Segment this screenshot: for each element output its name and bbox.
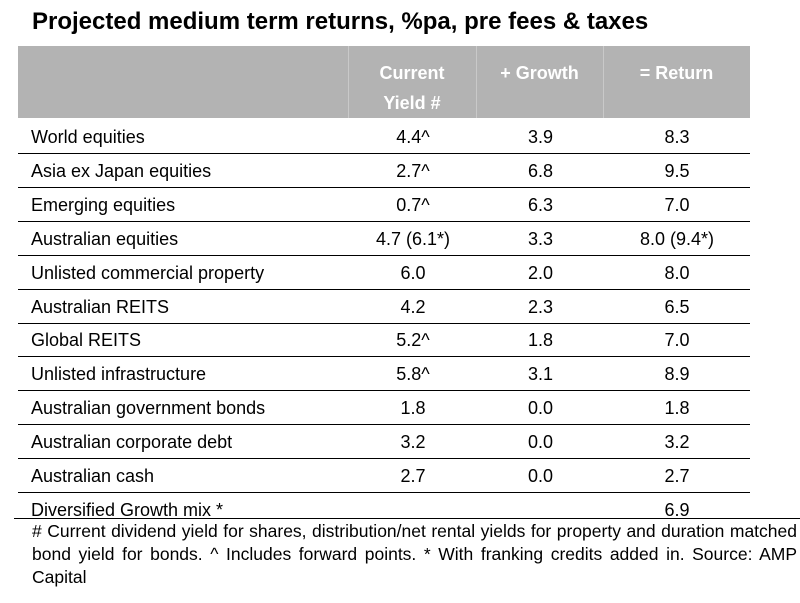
row-name-cell: Australian equities — [31, 228, 179, 249]
row-name-cell: Unlisted infrastructure — [31, 364, 207, 385]
table-header — [18, 46, 750, 118]
row-return-cell: 2.7 — [664, 466, 690, 486]
table-row: Australian government bonds 1.8 0.0 1.8 — [18, 390, 750, 426]
row-name-cell: Australian REITS — [31, 296, 170, 317]
row-name-cell: Australian cash — [31, 466, 155, 486]
footnote-rule — [14, 518, 800, 519]
table-row: Unlisted commercial property 6.0 2.0 8.0 — [18, 255, 750, 290]
table-row: Diversified Growth mix * 6.9 — [18, 492, 750, 526]
header-divider — [348, 46, 349, 118]
header-return: = Return — [639, 63, 714, 83]
table-row: World equities 4.4^ 3.9 8.3 — [18, 119, 750, 154]
row-yield-cell: 5.2^ — [396, 330, 430, 351]
table-row: Australian cash 2.7 0.0 2.7 — [18, 458, 750, 493]
table-row: Australian REITS 4.2 2.3 6.5 — [18, 289, 750, 324]
row-yield-cell: 5.8^ — [396, 364, 430, 385]
header-divider — [603, 46, 604, 118]
row-growth-cell: 1.8 — [527, 330, 554, 351]
row-name-cell: Global REITS — [31, 330, 142, 351]
row-return-cell: 7.0 — [664, 194, 690, 215]
row-return-cell: 7.0 — [664, 330, 690, 351]
row-growth-cell: 6.8 — [527, 160, 554, 181]
table-row: Global REITS 5.2^ 1.8 7.0 — [18, 322, 750, 358]
row-growth-cell: 0.0 — [527, 432, 554, 453]
row-name-cell: Australian government bonds — [31, 398, 266, 419]
header-current-yield-line1: Current — [379, 63, 445, 83]
row-return-cell: 8.9 — [664, 364, 690, 385]
table-row: Asia ex Japan equities 2.7^ 6.8 9.5 — [18, 153, 750, 188]
row-growth-cell: 2.0 — [527, 262, 554, 283]
row-name-cell: Emerging equities — [31, 194, 176, 215]
table-row: Emerging equities 0.7^ 6.3 7.0 — [18, 187, 750, 222]
row-return-cell: 8.0 — [664, 262, 690, 283]
row-growth-cell: 3.3 — [527, 228, 554, 249]
row-yield-cell: 4.2 — [400, 296, 426, 317]
header-divider — [476, 46, 477, 118]
row-name-cell: Asia ex Japan equities — [31, 160, 212, 181]
table-row: Australian equities 4.7 (6.1*) 3.3 8.0 (9.4… — [18, 221, 750, 256]
table-row: Unlisted infrastructure 5.8^ 3.1 8.9 — [18, 356, 750, 392]
row-growth-cell: 6.3 — [527, 194, 554, 215]
row-growth-cell: 3.1 — [527, 364, 554, 385]
footnote: # Current dividend yield for shares, dis… — [32, 521, 797, 587]
header-current-yield: Current Yield # — [348, 58, 476, 118]
row-growth-cell: 0.0 — [527, 466, 554, 486]
row-return-cell: 9.5 — [664, 160, 690, 181]
row-return-cell: 6.5 — [664, 296, 690, 317]
row-yield-cell: 2.7 — [400, 466, 426, 486]
row-name-cell: Australian corporate debt — [31, 432, 233, 453]
row-yield-cell: 2.7^ — [396, 160, 430, 181]
row-name-cell: World equities — [31, 127, 145, 147]
row-return-cell: 8.3 — [664, 127, 690, 147]
table-title: Projected medium term returns, %pa, pre … — [32, 8, 649, 35]
header-growth: + Growth — [500, 63, 579, 83]
row-yield-cell: 0.7^ — [396, 194, 430, 215]
row-name-cell: Diversified Growth mix * — [31, 499, 224, 520]
row-yield-cell: 4.4^ — [396, 127, 430, 147]
row-yield-cell: 6.0 — [400, 262, 426, 283]
row-growth-cell: 3.9 — [527, 127, 554, 147]
row-name-cell: Unlisted commercial property — [31, 262, 265, 283]
row-yield-cell: 1.8 — [400, 398, 426, 419]
row-yield-cell: 4.7 (6.1*) — [375, 228, 451, 249]
row-growth-cell: 2.3 — [527, 296, 554, 317]
table-row: Australian corporate debt 3.2 0.0 3.2 — [18, 424, 750, 460]
row-return-cell: 1.8 — [664, 398, 690, 419]
header-current-yield-line2: Yield # — [383, 93, 441, 113]
row-return-cell: 3.2 — [664, 432, 690, 453]
row-growth-cell: 0.0 — [527, 398, 554, 419]
row-return-cell: 8.0 (9.4*) — [639, 228, 715, 249]
row-yield-cell: 3.2 — [400, 432, 426, 453]
row-return-cell: 6.9 — [664, 499, 690, 520]
